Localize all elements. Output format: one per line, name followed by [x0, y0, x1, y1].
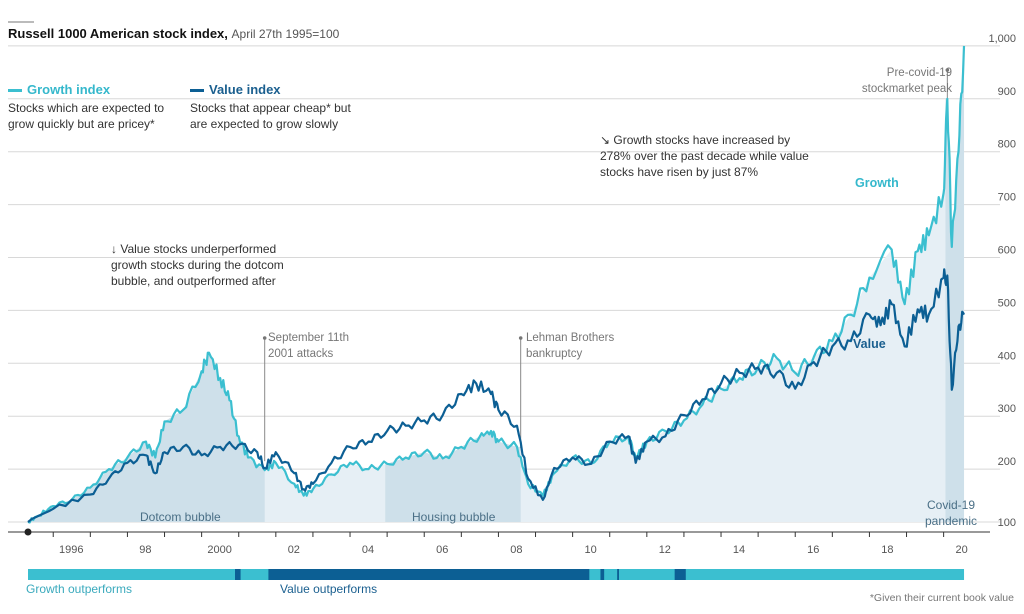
- event-marker: [945, 68, 950, 72]
- value-outperforms-segment: [600, 569, 605, 580]
- x-tick-label: 2000: [207, 544, 231, 556]
- title-text: Russell 1000 American stock index,: [8, 26, 228, 41]
- legend-growth: Growth index: [8, 82, 110, 98]
- x-tick-label: 02: [288, 544, 300, 556]
- y-tick-label: 1,000: [988, 33, 1016, 45]
- x-tick-label: 10: [585, 544, 597, 556]
- area-under-growth: [28, 45, 965, 523]
- x-tick-label: 12: [659, 544, 671, 556]
- event-marker: [518, 336, 523, 340]
- y-tick-label: 600: [998, 245, 1016, 257]
- subtitle-text: April 27th 1995=100: [231, 27, 340, 41]
- series-label-growth: Growth: [855, 176, 899, 190]
- y-tick-label: 900: [998, 86, 1016, 98]
- y-tick-label: 100: [998, 517, 1016, 529]
- event-marker: [262, 336, 267, 340]
- label-covid: Covid-19 pandemic: [924, 498, 978, 528]
- x-tick-label: 04: [362, 544, 374, 556]
- value-outperforms-segment: [617, 569, 620, 580]
- series-label-value: Value: [853, 337, 886, 351]
- legend-value-description: Stocks that appear cheap* but are expect…: [190, 101, 351, 131]
- label-dotcom-bubble: Dotcom bubble: [140, 510, 221, 524]
- growth-swatch: [8, 89, 22, 93]
- event-lehman: Lehman Brothers bankruptcy: [526, 332, 615, 360]
- y-tick-label: 400: [998, 350, 1016, 362]
- value-swatch: [190, 89, 204, 93]
- growth-outperforms-label: Growth outperforms: [26, 582, 133, 596]
- legend-growth-description: Stocks which are expected to grow quickl…: [8, 101, 165, 131]
- y-tick-label: 800: [998, 139, 1016, 151]
- legend-value: Value index: [190, 82, 281, 98]
- shaded-period: [28, 352, 265, 522]
- x-tick-label: 1996: [59, 544, 83, 556]
- shaded-period: [945, 45, 965, 523]
- x-tick-label: 14: [733, 544, 745, 556]
- shaded-period: [385, 431, 521, 522]
- value-outperforms-label: Value outperforms: [280, 582, 378, 596]
- footnote: *Given their current book value: [869, 592, 1014, 604]
- value-outperforms-segment: [235, 569, 241, 580]
- event-sept11: September 11th 2001 attacks: [268, 332, 349, 360]
- label-housing-bubble: Housing bubble: [412, 510, 496, 524]
- event-covid-peak: Pre-covid-19 stockmarket peak: [861, 67, 952, 95]
- x-axis-origin: [24, 528, 32, 536]
- x-tick-label: 16: [807, 544, 819, 556]
- value-outperforms-segment: [268, 569, 590, 580]
- annotation-decade: ↘ Growth stocks have increased by 278% o…: [600, 133, 809, 179]
- annotation-dotcom: ↓ Value stocks underperformed growth sto…: [111, 242, 284, 288]
- x-tick-label: 98: [139, 544, 151, 556]
- y-tick-label: 300: [998, 403, 1016, 415]
- x-tick-label: 18: [881, 544, 893, 556]
- y-tick-label: 200: [998, 456, 1016, 468]
- legend-value-label: Value index: [209, 82, 281, 97]
- y-tick-label: 700: [998, 192, 1016, 204]
- x-tick-label: 20: [956, 544, 968, 556]
- legend-growth-label: Growth index: [27, 82, 111, 97]
- growth-line: [27, 45, 966, 524]
- x-tick-label: 08: [510, 544, 522, 556]
- value-outperforms-segment: [674, 569, 686, 580]
- chart-title: Russell 1000 American stock index, April…: [8, 26, 339, 42]
- y-tick-label: 500: [998, 297, 1016, 309]
- x-tick-label: 06: [436, 544, 448, 556]
- value-line: [27, 268, 965, 523]
